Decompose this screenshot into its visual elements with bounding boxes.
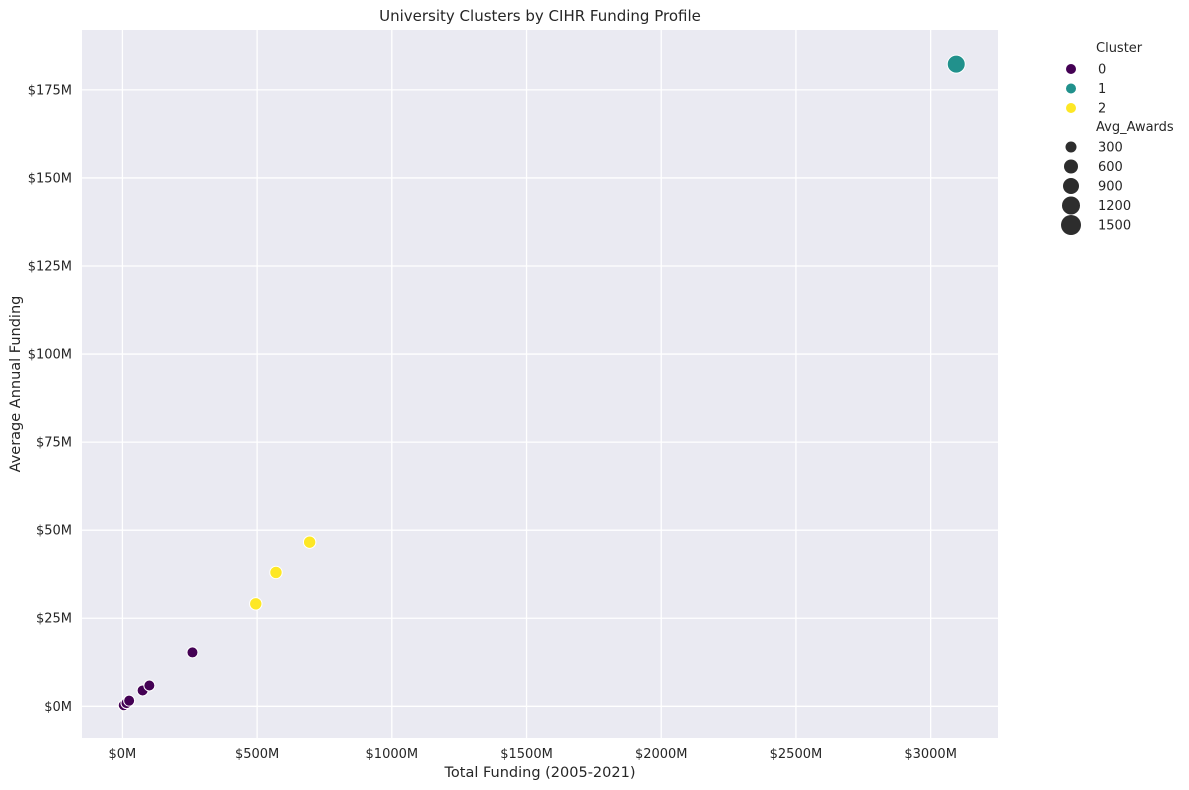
legend-marker-size [1062,196,1080,215]
y-tick-label: $75M [36,436,72,451]
data-point [302,535,317,549]
y-tick-label: $50M [36,524,72,539]
legend-marker-cluster [1066,64,1076,74]
data-point [946,54,966,74]
y-tick-label: $0M [44,700,72,715]
y-tick-label: $100M [28,348,72,363]
data-point [249,597,263,611]
legend-label-size: 900 [1098,180,1123,195]
data-point [269,565,283,580]
y-tick-label: $25M [36,612,72,627]
data-point [143,679,156,692]
x-tick-label: $2000M [635,747,688,762]
legend-label-cluster: 2 [1098,102,1106,117]
x-tick-label: $2500M [770,747,823,762]
legend-marker-cluster [1066,103,1076,113]
legend-title-cluster: Cluster [1096,41,1143,56]
x-axis-label: Total Funding (2005-2021) [444,765,636,781]
x-tick-label: $500M [235,747,279,762]
legend-label-cluster: 0 [1098,63,1106,78]
legend-label-cluster: 1 [1098,82,1106,97]
y-tick-label: $175M [28,83,72,98]
data-point [186,646,199,659]
x-tick-label: $1500M [500,747,553,762]
x-tick-label: $3000M [904,747,957,762]
legend-marker-cluster [1066,83,1076,94]
legend-title-size: Avg_Awards [1096,120,1174,135]
legend-label-size: 1200 [1098,199,1131,214]
data-points [117,54,966,712]
legend-marker-size [1064,159,1078,174]
legend-label-size: 300 [1098,141,1123,156]
legend-marker-size [1061,215,1081,235]
data-point [123,694,136,707]
legend-label-size: 1500 [1098,219,1131,234]
legend-marker-size [1063,178,1079,194]
grid-lines [82,30,998,738]
x-tick-label: $0M [109,747,137,762]
chart-title: University Clusters by CIHR Funding Prof… [379,7,701,25]
legend: Cluster 0 1 2 Avg_Awards 300 600 900 1200 1500 [1061,41,1174,235]
legend-marker-size [1065,141,1077,153]
y-tick-label: $125M [28,260,72,275]
y-tick-label: $150M [28,171,72,186]
plot-area [82,30,998,738]
legend-label-size: 600 [1098,160,1123,175]
tick-labels: $0M $500M $1000M $1500M $2000M $2500M $3000M $0… [28,83,957,762]
x-tick-label: $1000M [366,747,419,762]
y-axis-label: Average Annual Funding [8,296,24,473]
